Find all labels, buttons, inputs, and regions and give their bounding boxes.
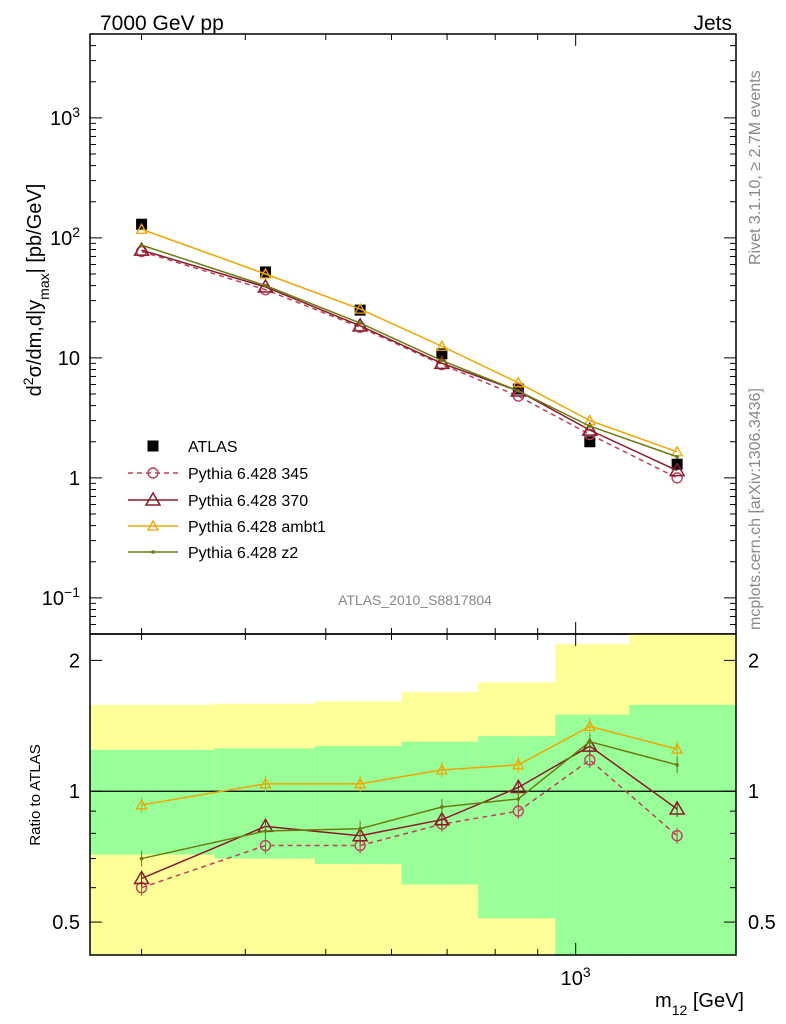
series-line-pythia-6-428-ambt1	[141, 228, 678, 453]
ratio-y-tick-label: 2	[69, 650, 80, 672]
data-point-pythia-6-428-345	[671, 472, 683, 484]
legend-label: Pythia 6.428 ambt1	[188, 519, 326, 536]
main-y-tick-label: 1	[69, 468, 80, 490]
legend-marker-pythia-6-428-370	[144, 491, 162, 506]
legend-marker-pythia-6-428-ambt1	[146, 519, 160, 531]
main-panel-series	[133, 218, 686, 484]
ratio-point-pythia-6-428-370	[433, 811, 451, 826]
data-point-pythia-6-428-370	[581, 421, 599, 436]
main-y-tick-label: 102	[50, 224, 80, 250]
data-point-pythia-6-428-ambt1	[435, 339, 448, 351]
ratio-point-pythia-6-428-z2	[358, 826, 362, 831]
ratio-point-pythia-6-428-345	[259, 839, 272, 852]
band-green	[629, 704, 736, 955]
legend-marker-pythia-6-428-z2	[151, 550, 155, 554]
data-point-atlas	[584, 436, 596, 448]
ratio-point-pythia-6-428-370	[351, 827, 369, 842]
ratio-point-pythia-6-428-ambt1	[259, 777, 272, 789]
ratio-y-tick-label-right: 2	[748, 650, 759, 672]
data-point-pythia-6-428-z2	[358, 321, 362, 325]
ratio-point-pythia-6-428-z2	[440, 805, 444, 809]
data-point-pythia-6-428-z2	[139, 243, 144, 247]
data-point-atlas	[436, 348, 448, 360]
main-panel-frame	[89, 33, 737, 635]
header-right: Jets	[693, 12, 732, 35]
data-point-pythia-6-428-z2	[263, 283, 268, 288]
header-left: 7000 GeV pp	[100, 12, 224, 35]
ratio-panel-series	[133, 718, 686, 896]
ratio-series-pythia-6-428-z2	[139, 733, 679, 867]
ratio-y-axis-label: Ratio to ATLAS	[27, 744, 44, 845]
data-point-atlas	[512, 383, 524, 395]
series-line-pythia-6-428-345	[141, 250, 678, 479]
legend-label: Pythia 6.428 370	[188, 493, 308, 510]
data-point-pythia-6-428-ambt1	[259, 267, 272, 279]
ratio-point-pythia-6-428-z2	[675, 763, 679, 767]
ratio-point-pythia-6-428-ambt1	[512, 758, 525, 770]
ratio-panel-ticks	[90, 634, 736, 955]
x-axis-label: m12 [GeV]	[655, 990, 744, 1018]
analysis-id-label: ATLAS_2010_S8817804	[338, 592, 492, 608]
x-tick-labels: 103	[561, 964, 591, 990]
ratio-point-pythia-6-428-345	[671, 830, 683, 842]
ratio-point-pythia-6-428-ambt1	[354, 777, 367, 789]
ratio-y-tick-label-right: 0.5	[748, 912, 776, 934]
legend-label: Pythia 6.428 z2	[188, 545, 298, 562]
ratio-y-tick-label: 1	[69, 781, 80, 803]
data-point-pythia-6-428-z2	[675, 454, 679, 459]
data-point-atlas	[259, 266, 271, 278]
series-pythia-6-428-z2	[139, 243, 679, 459]
ratio-point-pythia-6-428-370	[133, 869, 150, 885]
data-point-pythia-6-428-370	[133, 241, 150, 256]
ratio-point-pythia-6-428-z2	[516, 797, 521, 801]
main-y-tick-label: 103	[50, 104, 80, 130]
ratio-uncertainty-bands	[90, 634, 736, 955]
data-point-atlas	[354, 304, 366, 316]
data-point-pythia-6-428-ambt1	[354, 302, 367, 314]
band-green	[401, 741, 479, 885]
ratio-point-pythia-6-428-ambt1	[135, 798, 148, 810]
band-green	[314, 746, 402, 865]
main-y-axis-label: d2σ/dm,d|ymax| [pb/GeV]	[20, 184, 52, 397]
data-point-pythia-6-428-z2	[440, 358, 444, 363]
ratio-point-pythia-6-428-345	[584, 754, 596, 766]
legend-label: ATLAS	[188, 439, 238, 456]
series-line-pythia-6-428-370	[141, 249, 678, 472]
legend-label: Pythia 6.428 345	[188, 466, 308, 483]
series-pythia-6-428-ambt1	[135, 222, 684, 457]
main-panel-ticks	[90, 33, 736, 635]
legend-marker-pythia-6-428-345	[147, 467, 159, 479]
ratio-point-pythia-6-428-z2	[588, 739, 592, 744]
legend: ATLAS Pythia 6.428 345 Pythia 6.428 370 Pyt…	[128, 439, 326, 562]
ratio-point-pythia-6-428-ambt1	[435, 763, 448, 775]
ratio-y-tick-labels: 2 2 1 1 0.5 0.5	[52, 650, 776, 934]
data-point-pythia-6-428-z2	[516, 389, 521, 393]
data-point-pythia-6-428-370	[257, 278, 274, 293]
ratio-series-pythia-6-428-ambt1	[135, 718, 684, 813]
band-green	[555, 714, 630, 955]
rivet-version-label: Rivet 3.1.10, ≥ 2.7M events	[747, 70, 764, 265]
ratio-point-pythia-6-428-z2	[263, 829, 268, 833]
legend-marker-atlas	[147, 440, 159, 452]
ratio-y-tick-label-right: 1	[748, 781, 759, 803]
ratio-point-pythia-6-428-z2	[139, 856, 144, 861]
data-point-pythia-6-428-ambt1	[512, 376, 525, 388]
ratio-panel-frame	[89, 633, 737, 956]
ratio-point-pythia-6-428-370	[668, 800, 686, 815]
ratio-y-tick-label: 0.5	[52, 912, 80, 934]
main-y-tick-label: 10−1	[42, 584, 80, 610]
data-point-pythia-6-428-ambt1	[135, 222, 148, 234]
ratio-point-pythia-6-428-ambt1	[583, 720, 596, 732]
data-point-pythia-6-428-370	[668, 462, 686, 477]
main-y-tick-label: 10	[58, 348, 80, 370]
x-tick-label-1000: 103	[561, 964, 591, 990]
band-green	[90, 749, 215, 855]
mcplots-source-label: mcplots.cern.ch [arXiv:1306.3436]	[747, 388, 764, 630]
ratio-point-pythia-6-428-ambt1	[671, 742, 684, 754]
data-point-pythia-6-428-z2	[588, 424, 592, 428]
